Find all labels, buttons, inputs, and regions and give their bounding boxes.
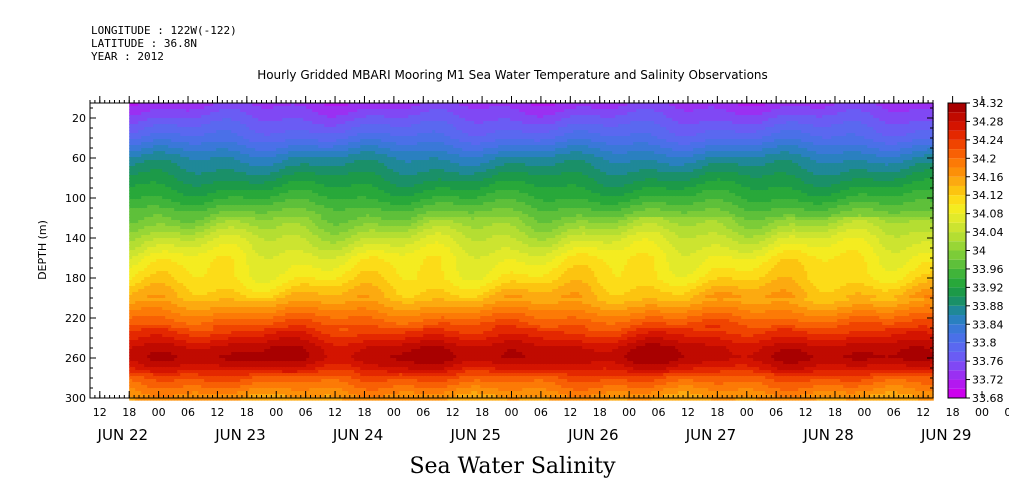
heatmap-field [90,103,934,401]
no-data-region [90,103,129,398]
